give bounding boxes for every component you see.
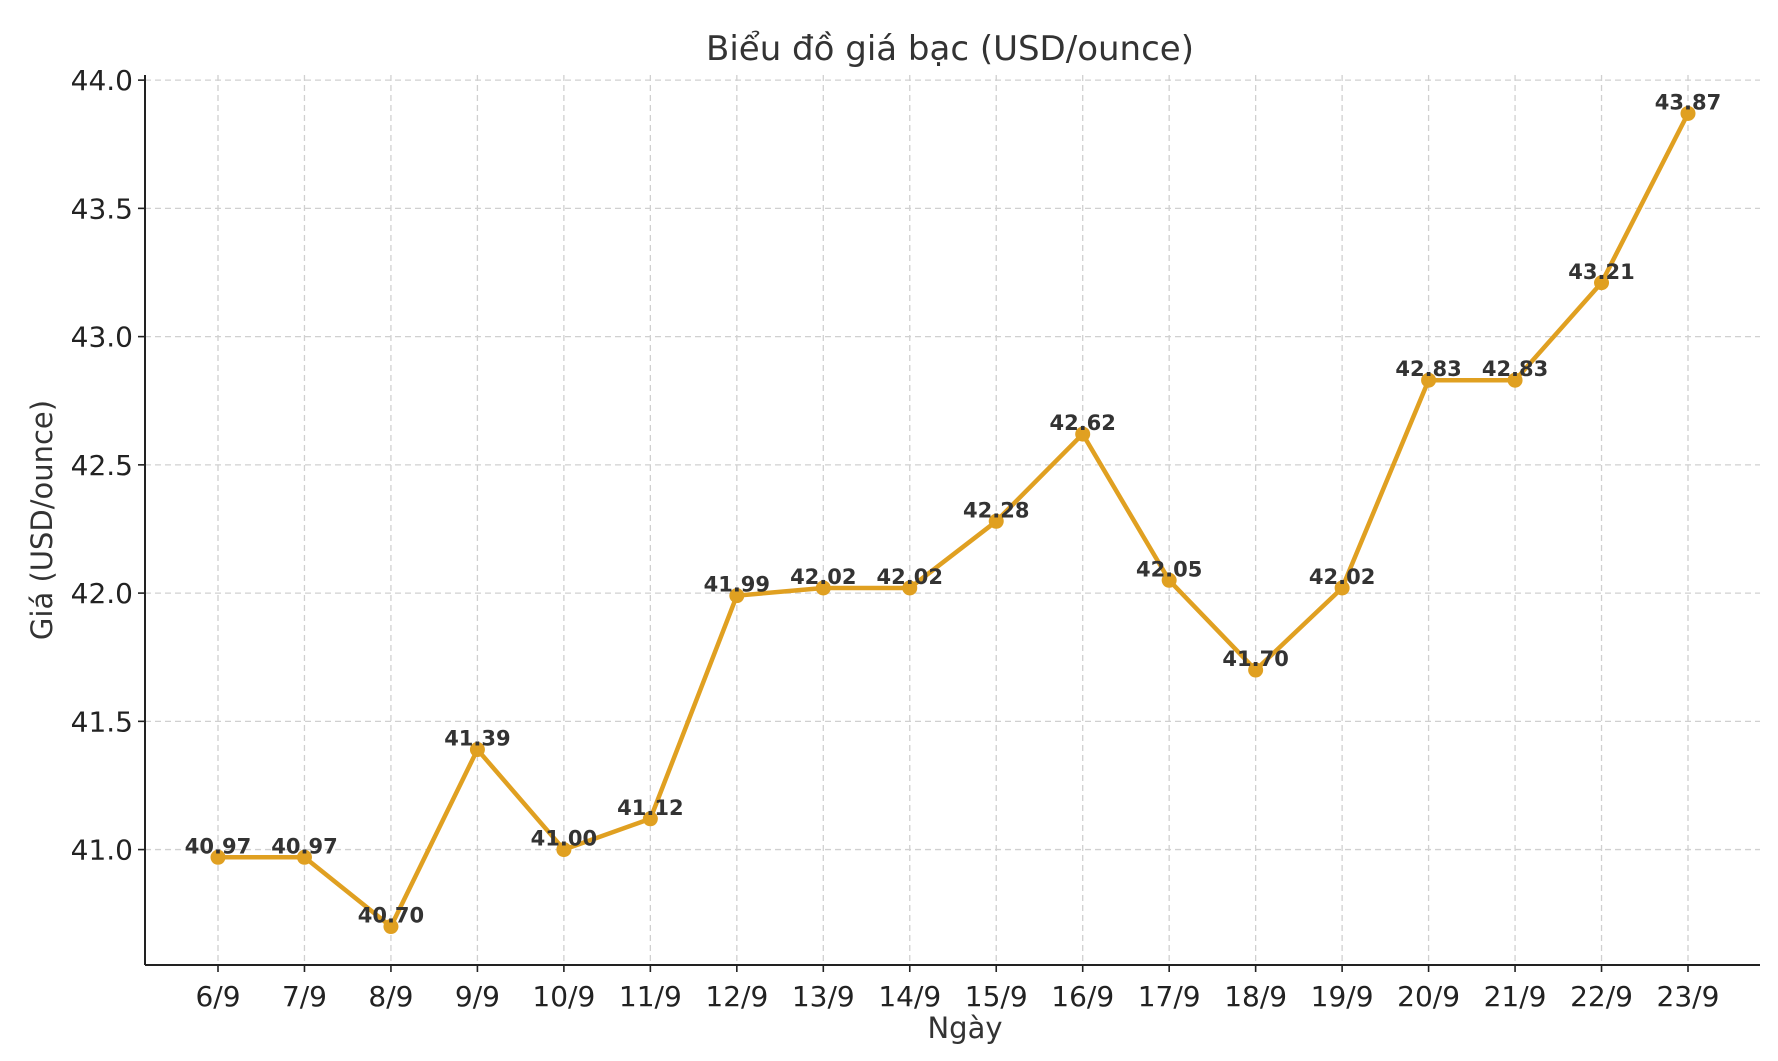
x-tick-label: 20/9 — [1397, 980, 1460, 1013]
data-point — [383, 919, 399, 935]
x-tick-label: 17/9 — [1138, 980, 1201, 1013]
data-label: 42.83 — [1482, 357, 1548, 381]
x-tick-label: 9/9 — [455, 980, 500, 1013]
data-label: 42.28 — [963, 498, 1029, 522]
x-tick-label: 22/9 — [1570, 980, 1633, 1013]
data-label: 42.02 — [877, 565, 943, 589]
data-point — [469, 742, 485, 758]
data-point — [1075, 426, 1091, 442]
series-line — [215, 111, 1691, 929]
x-tick-label: 12/9 — [705, 980, 768, 1013]
data-label: 42.62 — [1049, 411, 1115, 435]
x-tick-label: 14/9 — [878, 980, 941, 1013]
data-point — [729, 588, 745, 604]
data-label: 41.12 — [617, 796, 683, 820]
data-label: 42.02 — [1309, 565, 1375, 589]
data-point — [902, 580, 918, 596]
y-tick-label: 41.0 — [71, 834, 133, 867]
data-label: 42.83 — [1395, 357, 1461, 381]
data-point — [1594, 275, 1610, 291]
chart-title: Biểu đồ giá bạc (USD/ounce) — [706, 29, 1194, 69]
x-tick-label: 21/9 — [1484, 980, 1547, 1013]
x-tick-label: 8/9 — [368, 980, 413, 1013]
data-point — [1334, 580, 1350, 596]
data-label: 40.97 — [271, 834, 337, 858]
data-point — [988, 513, 1004, 529]
x-tick-label: 7/9 — [282, 980, 327, 1013]
data-point — [556, 842, 572, 858]
data-point — [1680, 105, 1696, 121]
x-tick-label: 13/9 — [792, 980, 855, 1013]
axes: 41.0 41.5 42.0 42.5 43.0 43.5 44.0 6/9 7/9 8/9 9/9… — [71, 64, 1760, 1013]
y-axis-title: Giá (USD/ounce) — [25, 400, 59, 640]
data-label: 43.87 — [1655, 90, 1721, 114]
data-point — [296, 849, 312, 865]
y-tick-label: 41.5 — [71, 705, 133, 738]
data-point — [815, 580, 831, 596]
data-point — [1421, 372, 1437, 388]
data-label: 40.70 — [358, 904, 424, 928]
data-point — [1507, 372, 1523, 388]
x-tick-label: 10/9 — [532, 980, 595, 1013]
y-tick-label: 43.0 — [71, 321, 133, 354]
y-tick-label: 42.5 — [71, 449, 133, 482]
x-tick-label: 23/9 — [1657, 980, 1720, 1013]
data-point — [210, 849, 226, 865]
data-label: 41.00 — [531, 827, 597, 851]
data-labels: 40.97 40.97 40.70 41.39 41.00 41.12 41.99 42.02… — [185, 90, 1721, 927]
x-tick-label: 6/9 — [195, 980, 240, 1013]
x-tick-label: 19/9 — [1311, 980, 1374, 1013]
data-label: 41.70 — [1222, 647, 1288, 671]
data-label: 41.39 — [444, 727, 510, 751]
grid — [145, 75, 1760, 965]
data-label: 42.05 — [1136, 557, 1202, 581]
x-tick-label: 11/9 — [619, 980, 682, 1013]
data-label: 42.02 — [790, 565, 856, 589]
data-point — [1161, 572, 1177, 588]
x-tick-label: 18/9 — [1224, 980, 1287, 1013]
y-tick-label: 43.5 — [71, 192, 133, 225]
y-tick-label: 42.0 — [71, 577, 133, 610]
y-tick-label: 44.0 — [71, 64, 133, 97]
data-point — [1248, 662, 1264, 678]
data-point — [642, 811, 658, 827]
series — [210, 105, 1696, 935]
data-label: 41.99 — [704, 573, 770, 597]
x-tick-label: 15/9 — [965, 980, 1028, 1013]
x-tick-label: 16/9 — [1051, 980, 1114, 1013]
data-label: 40.97 — [185, 834, 251, 858]
x-axis-title: Ngày — [927, 1011, 1002, 1045]
data-label: 43.21 — [1568, 260, 1634, 284]
